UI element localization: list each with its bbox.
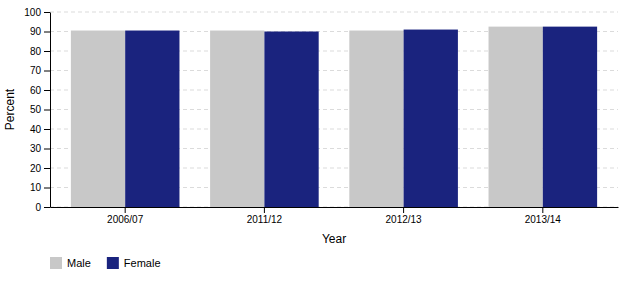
grid-line (50, 12, 618, 13)
chart: 0 10 20 30 40 50 60 70 80 90 100 2006/07 2011/12 2012… (0, 0, 634, 281)
y-tick-label: 60 (30, 85, 42, 96)
x-tick: 2006/07 (107, 207, 144, 225)
y-tick: 90 (30, 26, 50, 37)
y-tick-mark (44, 149, 50, 150)
x-tick: 2011/12 (247, 207, 283, 225)
y-tick: 50 (30, 104, 50, 115)
y-tick: 70 (30, 65, 50, 76)
bar (264, 32, 318, 208)
x-tick: 2012/13 (386, 207, 423, 225)
y-tick-label: 100 (24, 7, 41, 18)
y-tick: 100 (24, 7, 50, 18)
y-tick: 10 (30, 182, 50, 193)
y-axis: 0 10 20 30 40 50 60 70 80 90 100 (24, 7, 50, 213)
x-axis-line (51, 207, 619, 208)
y-tick-mark (44, 168, 50, 169)
legend-item: Male (50, 257, 91, 269)
x-tick-label: 2013/14 (525, 214, 562, 225)
y-tick-label: 10 (30, 182, 42, 193)
x-axis-title: Year (322, 232, 346, 246)
y-tick: 30 (30, 143, 50, 154)
y-tick-label: 70 (30, 65, 42, 76)
x-tick-mark (403, 207, 404, 213)
legend-label: Male (67, 257, 91, 269)
y-tick: 40 (30, 124, 50, 135)
y-tick-mark (44, 12, 50, 13)
legend-label: Female (124, 257, 161, 269)
bar (543, 27, 597, 207)
y-tick-mark (44, 51, 50, 52)
x-tick-label: 2011/12 (247, 214, 283, 225)
legend-swatch (50, 257, 62, 269)
y-axis-line (50, 13, 51, 208)
y-tick: 0 (35, 202, 50, 213)
bars (71, 27, 597, 207)
y-tick-mark (44, 110, 50, 111)
bar (349, 31, 403, 207)
y-tick-mark (44, 188, 50, 189)
x-tick-mark (264, 207, 265, 213)
y-tick: 60 (30, 85, 50, 96)
legend: Male Female (50, 257, 161, 269)
series (71, 27, 543, 207)
y-tick: 20 (30, 163, 50, 174)
y-tick-mark (44, 129, 50, 130)
grid (50, 12, 618, 207)
x-tick-mark (125, 207, 126, 213)
x-tick-mark (542, 207, 543, 213)
y-tick-mark (44, 32, 50, 33)
legend-item: Female (107, 257, 161, 269)
y-tick-label: 20 (30, 163, 42, 174)
y-tick-label: 80 (30, 46, 42, 57)
y-tick-mark (44, 90, 50, 91)
y-tick-mark (44, 71, 50, 72)
y-tick-label: 90 (30, 26, 42, 37)
x-tick-label: 2006/07 (107, 214, 144, 225)
bar (404, 30, 458, 207)
bar (71, 31, 125, 207)
y-tick-label: 0 (35, 202, 41, 213)
y-tick-label: 40 (30, 124, 42, 135)
y-tick-label: 30 (30, 143, 42, 154)
y-tick-mark (44, 207, 50, 208)
bar (210, 31, 264, 207)
x-tick: 2013/14 (525, 207, 562, 225)
series (125, 27, 597, 207)
bar (489, 27, 543, 207)
bar (125, 31, 179, 207)
y-tick-label: 50 (30, 104, 42, 115)
x-axis: 2006/07 2011/12 2012/13 2013/14 (51, 207, 619, 225)
y-tick: 80 (30, 46, 50, 57)
x-tick-label: 2012/13 (386, 214, 423, 225)
legend-swatch (107, 257, 119, 269)
plot: 0 10 20 30 40 50 60 70 80 90 100 2006/07 2011/12 2012… (24, 7, 618, 225)
y-axis-title: Percent (3, 88, 17, 130)
